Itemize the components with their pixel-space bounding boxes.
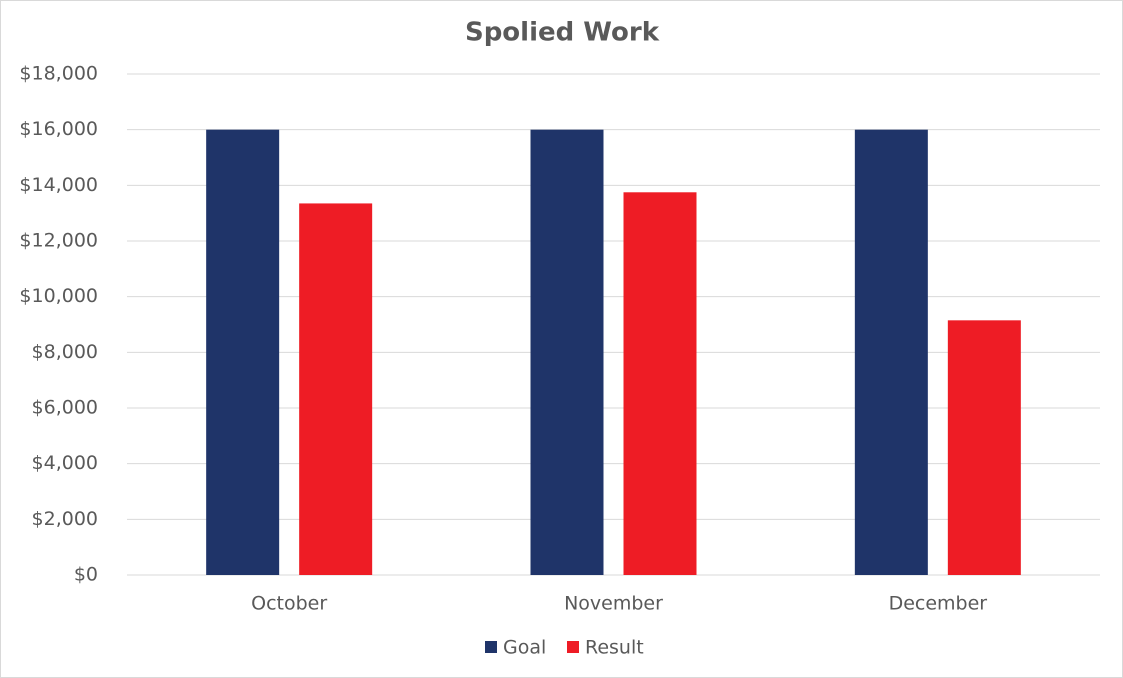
y-tick-label: $10,000: [19, 285, 98, 307]
y-tick-label: $14,000: [19, 174, 98, 196]
y-tick-label: $18,000: [19, 63, 98, 85]
bar: [206, 129, 280, 575]
y-tick-label: $6,000: [32, 397, 98, 419]
legend-swatch: [567, 641, 579, 653]
x-tick-label: November: [564, 593, 663, 615]
y-tick-label: $12,000: [19, 230, 98, 252]
x-tick-label: December: [889, 593, 988, 615]
legend-swatch: [485, 641, 497, 653]
bar: [854, 129, 928, 575]
bar: [530, 129, 604, 575]
y-tick-label: $2,000: [32, 508, 98, 530]
y-tick-label: $16,000: [19, 118, 98, 140]
bar: [299, 203, 373, 576]
bar: [623, 192, 697, 575]
legend-label: Goal: [503, 637, 546, 659]
y-tick-label: $4,000: [32, 452, 98, 474]
y-tick-label: $8,000: [32, 341, 98, 363]
chart-title: Spolied Work: [465, 18, 660, 48]
y-tick-label: $0: [74, 564, 98, 586]
bar: [947, 320, 1021, 575]
legend-label: Result: [585, 637, 644, 659]
x-tick-label: October: [251, 593, 327, 615]
